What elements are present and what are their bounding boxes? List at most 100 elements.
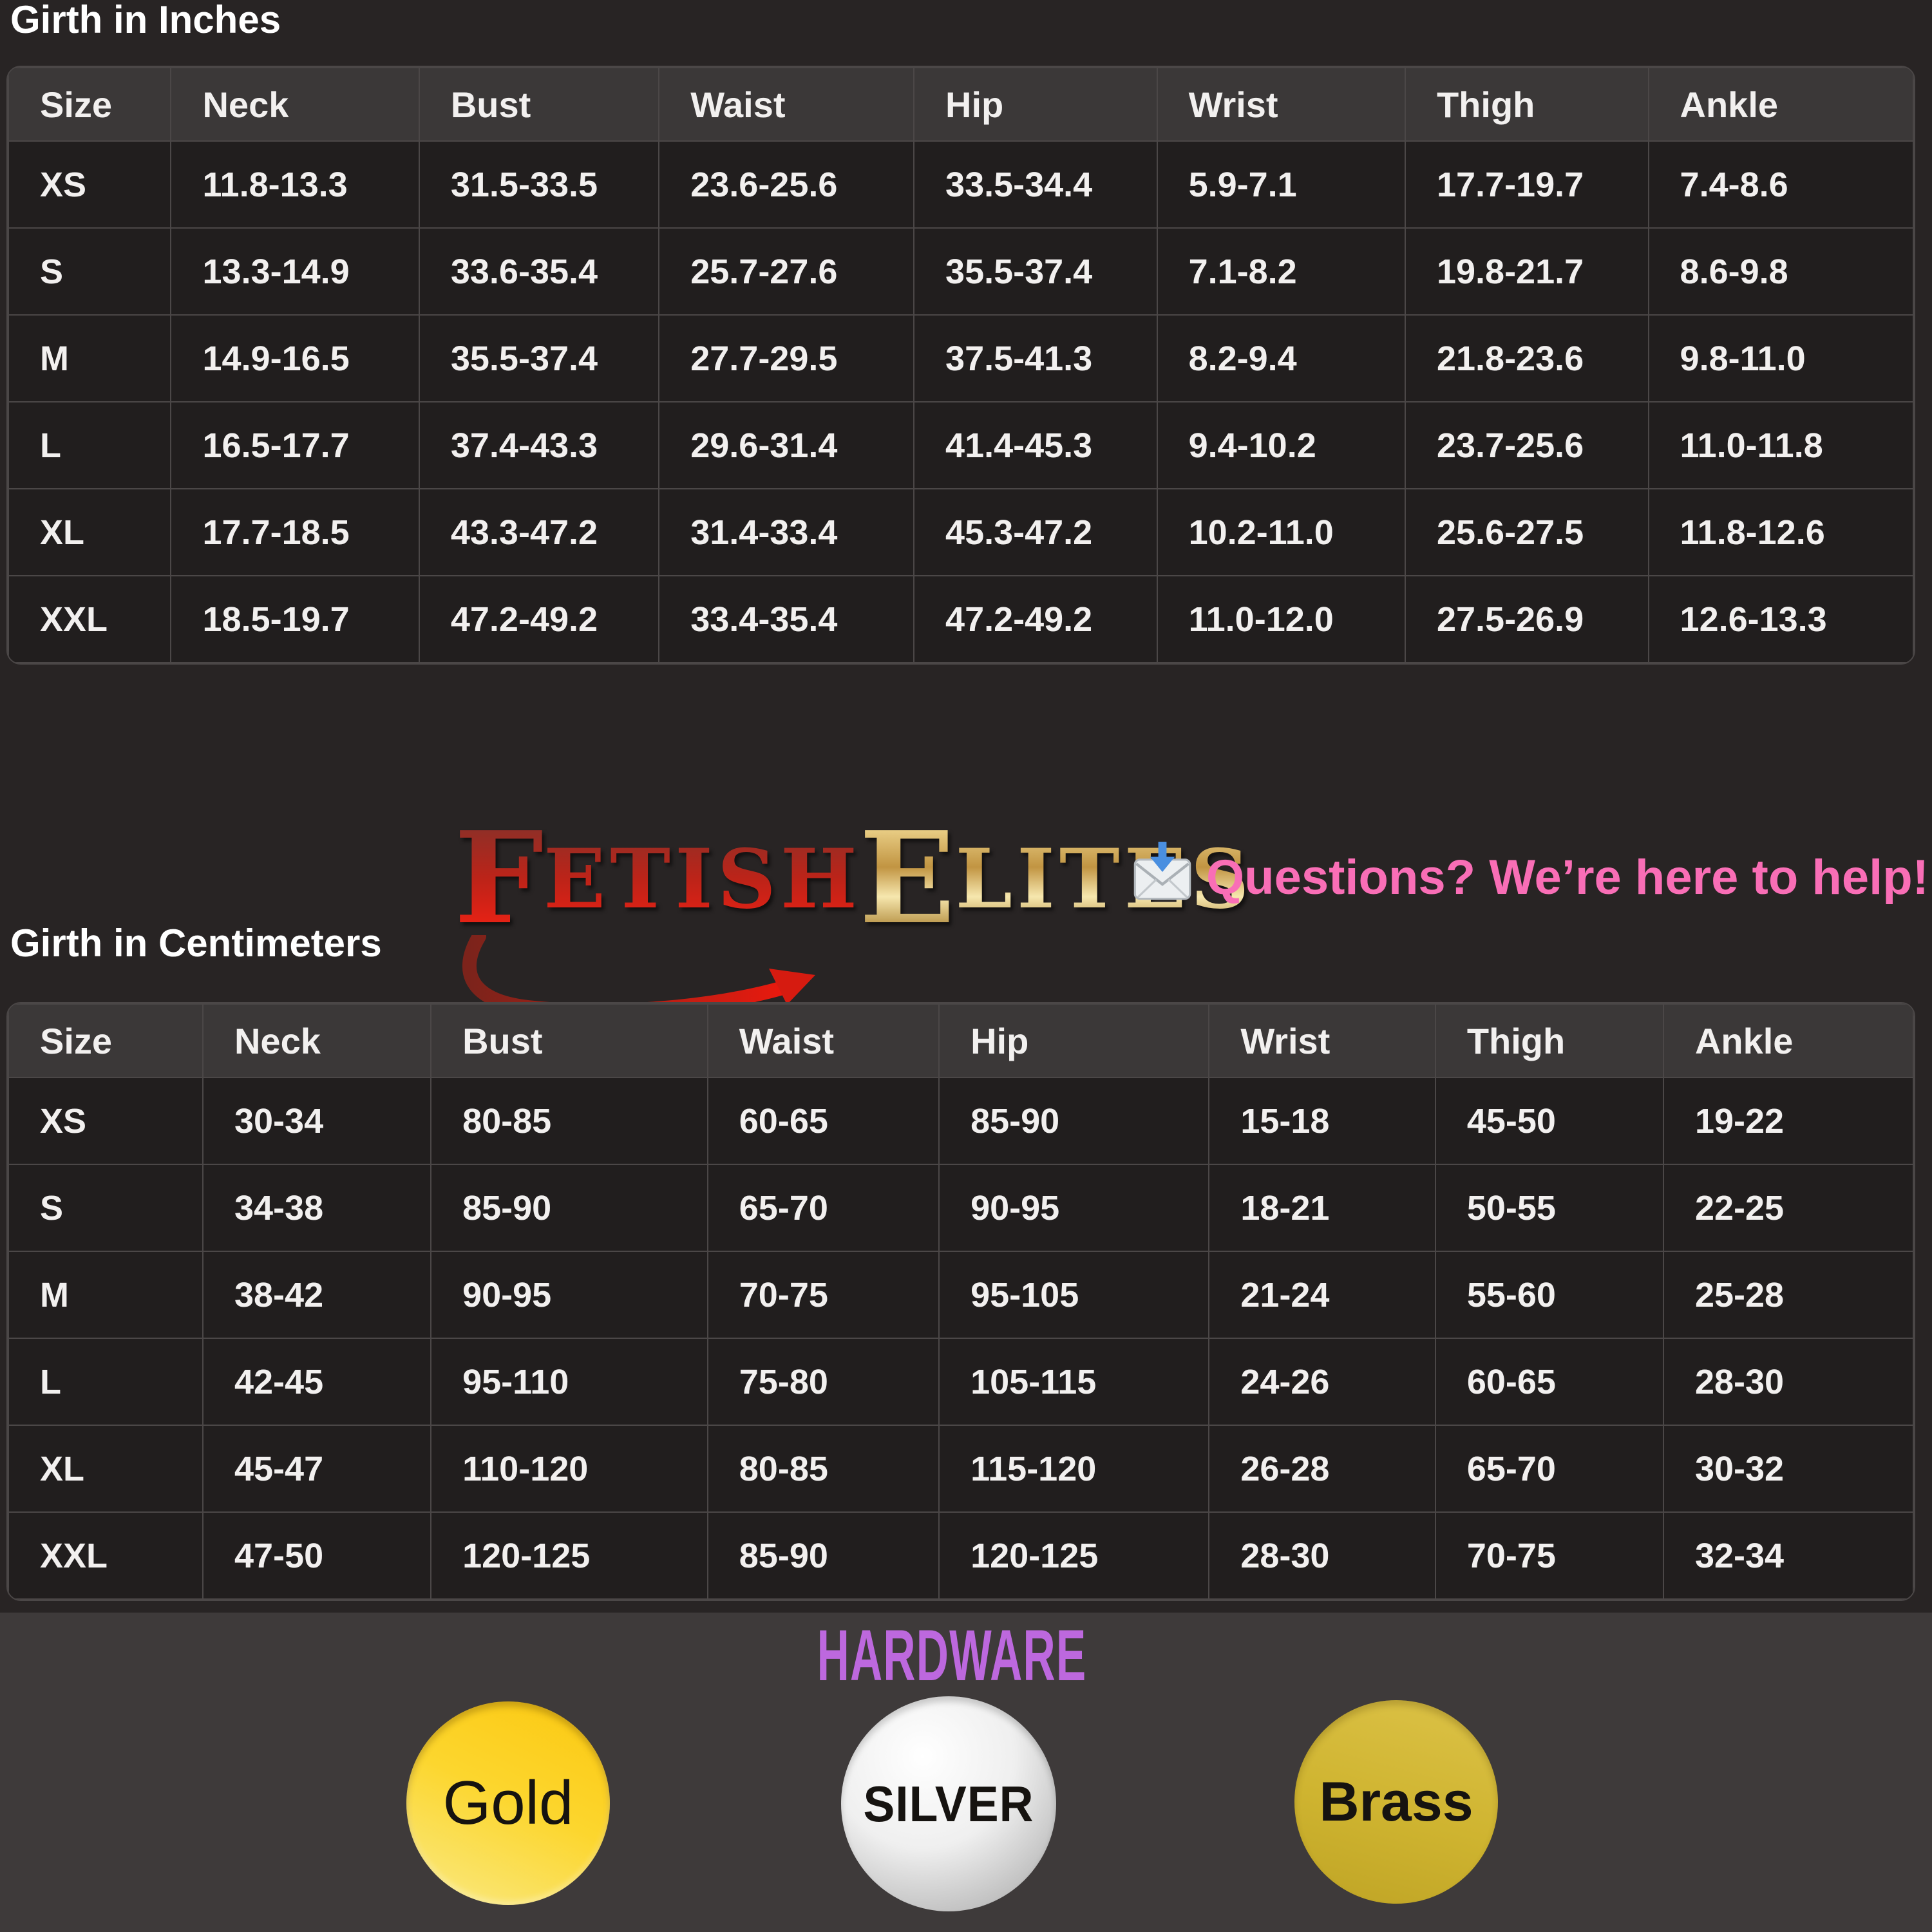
column-header-hip: Hip	[938, 1003, 1210, 1078]
measurement-cell: 17.7-18.5	[170, 488, 420, 576]
measurement-cell: 11.0-11.8	[1647, 401, 1914, 489]
measurement-cell: 45-50	[1434, 1077, 1664, 1165]
measurement-cell: 65-70	[1434, 1425, 1664, 1513]
measurement-cell: 50-55	[1434, 1164, 1664, 1252]
measurement-cell: 85-90	[430, 1164, 708, 1252]
column-header-bust: Bust	[418, 67, 660, 142]
measurement-cell: 120-125	[430, 1511, 708, 1600]
measurement-cell: 31.4-33.4	[658, 488, 915, 576]
silver-label: SILVER	[863, 1775, 1034, 1832]
measurement-cell: 25.6-27.5	[1404, 488, 1649, 576]
measurement-cell: 75-80	[706, 1338, 940, 1426]
measurement-cell: 10.2-11.0	[1156, 488, 1406, 576]
cm-size-table: Size Neck Bust Waist Hip Wrist Thigh Ankle XS 30-…	[8, 1003, 1914, 1600]
measurement-cell: 15-18	[1208, 1077, 1436, 1165]
measurement-cell: 28-30	[1208, 1511, 1436, 1600]
measurement-cell: 21-24	[1208, 1251, 1436, 1339]
measurement-cell: 7.1-8.2	[1156, 227, 1406, 316]
measurement-cell: 24-26	[1208, 1338, 1436, 1426]
column-header-wrist: Wrist	[1208, 1003, 1436, 1078]
brass-label: Brass	[1319, 1770, 1473, 1833]
measurement-cell: 33.5-34.4	[913, 140, 1158, 229]
measurement-cell: 115-120	[938, 1425, 1210, 1513]
table-row: XXL 18.5-19.7 47.2-49.2 33.4-35.4 47.2-49.2 1…	[8, 575, 1914, 663]
measurement-cell: 32-34	[1662, 1511, 1914, 1600]
measurement-cell: 47.2-49.2	[418, 575, 660, 663]
measurement-cell: 21.8-23.6	[1404, 314, 1649, 402]
measurement-cell: 14.9-16.5	[170, 314, 420, 402]
table-row: M 14.9-16.5 35.5-37.4 27.7-29.5 37.5-41.3 8.2…	[8, 314, 1914, 402]
logo-initial-f: F	[454, 804, 544, 952]
measurement-cell: 18.5-19.7	[170, 575, 420, 663]
measurement-cell: 95-105	[938, 1251, 1210, 1339]
gold-label: Gold	[442, 1768, 574, 1837]
inches-size-table: Size Neck Bust Waist Hip Wrist Thigh Ankle XS 11.…	[8, 67, 1914, 663]
measurement-cell: 11.8-13.3	[170, 140, 420, 229]
girth-inches-table: Size Neck Bust Waist Hip Wrist Thigh Ankle XS 11.…	[6, 66, 1915, 665]
measurement-cell: 28-30	[1662, 1338, 1914, 1426]
size-label: M	[8, 1251, 204, 1339]
measurement-cell: 9.4-10.2	[1156, 401, 1406, 489]
measurement-cell: 85-90	[706, 1511, 940, 1600]
size-label: L	[8, 1338, 204, 1426]
measurement-cell: 26-28	[1208, 1425, 1436, 1513]
size-label: XXL	[8, 1511, 204, 1600]
girth-inches-title: Girth in Inches	[10, 0, 281, 41]
measurement-cell: 23.6-25.6	[658, 140, 915, 229]
measurement-cell: 19.8-21.7	[1404, 227, 1649, 316]
measurement-cell: 7.4-8.6	[1647, 140, 1914, 229]
measurement-cell: 11.0-12.0	[1156, 575, 1406, 663]
column-header-neck: Neck	[170, 67, 420, 142]
measurement-cell: 43.3-47.2	[418, 488, 660, 576]
measurement-cell: 22-25	[1662, 1164, 1914, 1252]
measurement-cell: 105-115	[938, 1338, 1210, 1426]
measurement-cell: 120-125	[938, 1511, 1210, 1600]
size-label: M	[8, 314, 172, 402]
table-row: L 42-45 95-110 75-80 105-115 24-26 60-65 28-30	[8, 1338, 1914, 1426]
measurement-cell: 70-75	[1434, 1511, 1664, 1600]
measurement-cell: 41.4-45.3	[913, 401, 1158, 489]
logo-initial-e: E	[858, 804, 956, 952]
measurement-cell: 11.8-12.6	[1647, 488, 1914, 576]
hardware-title: HARDWARE	[817, 1615, 1087, 1696]
size-label: S	[8, 1164, 204, 1252]
column-header-thigh: Thigh	[1404, 67, 1649, 142]
measurement-cell: 16.5-17.7	[170, 401, 420, 489]
measurement-cell: 8.6-9.8	[1647, 227, 1914, 316]
column-header-hip: Hip	[913, 67, 1158, 142]
measurement-cell: 55-60	[1434, 1251, 1664, 1339]
column-header-ankle: Ankle	[1662, 1003, 1914, 1078]
size-label: XXL	[8, 575, 172, 663]
measurement-cell: 85-90	[938, 1077, 1210, 1165]
table-row: S 34-38 85-90 65-70 90-95 18-21 50-55 22-25	[8, 1164, 1914, 1252]
measurement-cell: 60-65	[706, 1077, 940, 1165]
measurement-cell: 9.8-11.0	[1647, 314, 1914, 402]
measurement-cell: 80-85	[706, 1425, 940, 1513]
hardware-swatch-brass: Brass	[1294, 1700, 1498, 1904]
measurement-cell: 42-45	[202, 1338, 432, 1426]
measurement-cell: 35.5-37.4	[418, 314, 660, 402]
measurement-cell: 60-65	[1434, 1338, 1664, 1426]
measurement-cell: 80-85	[430, 1077, 708, 1165]
table-row: S 13.3-14.9 33.6-35.4 25.7-27.6 35.5-37.4 7.1…	[8, 227, 1914, 316]
hardware-swatch-silver: SILVER	[841, 1696, 1056, 1911]
measurement-cell: 70-75	[706, 1251, 940, 1339]
hardware-swatch-gold: Gold	[406, 1701, 610, 1905]
measurement-cell: 5.9-7.1	[1156, 140, 1406, 229]
measurement-cell: 47-50	[202, 1511, 432, 1600]
measurement-cell: 19-22	[1662, 1077, 1914, 1165]
measurement-cell: 25-28	[1662, 1251, 1914, 1339]
size-label: L	[8, 401, 172, 489]
measurement-cell: 30-32	[1662, 1425, 1914, 1513]
size-label: XS	[8, 140, 172, 229]
table-row: L 16.5-17.7 37.4-43.3 29.6-31.4 41.4-45.3 9.4…	[8, 401, 1914, 489]
measurement-cell: 38-42	[202, 1251, 432, 1339]
measurement-cell: 33.6-35.4	[418, 227, 660, 316]
column-header-neck: Neck	[202, 1003, 432, 1078]
table-row: XL 17.7-18.5 43.3-47.2 31.4-33.4 45.3-47.2 10…	[8, 488, 1914, 576]
measurement-cell: 8.2-9.4	[1156, 314, 1406, 402]
measurement-cell: 90-95	[938, 1164, 1210, 1252]
column-header-ankle: Ankle	[1647, 67, 1914, 142]
girth-cm-title: Girth in Centimeters	[10, 922, 382, 965]
